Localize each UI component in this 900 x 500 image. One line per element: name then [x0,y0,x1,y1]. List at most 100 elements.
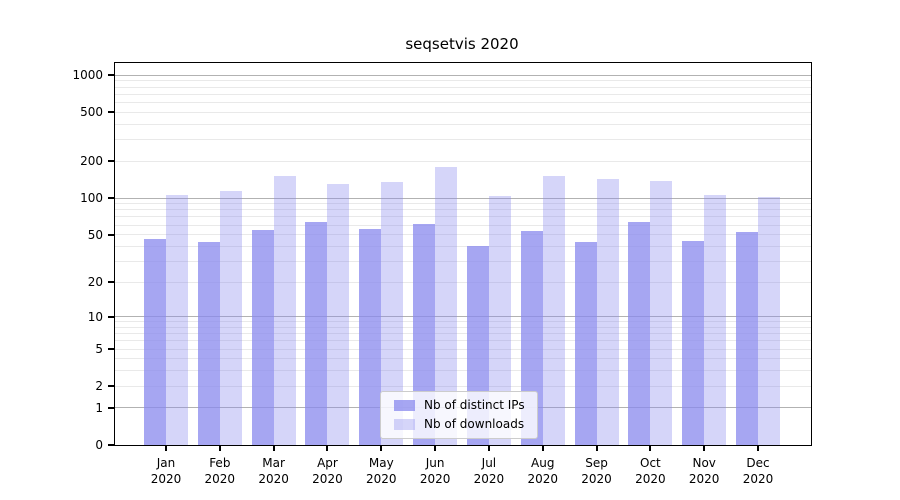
x-tick-label-aug-2020: Aug 2020 [527,456,558,486]
x-tick-label-oct-2020: Oct 2020 [635,456,666,486]
gridline-minor-80 [115,209,811,211]
x-tick-label-sep-2020: Sep 2020 [581,456,612,486]
x-tick-label-feb-2020: Feb 2020 [204,456,236,486]
gridline-minor-3 [115,370,811,372]
bar-distinct-ips-jun-2020 [413,224,436,445]
x-tick-mark-aug [541,445,544,451]
x-tick-mark-nov [703,445,706,451]
bar-distinct-ips-jan-2020 [144,238,166,445]
gridline-minor-400 [115,123,811,125]
x-tick-mark-feb [218,445,221,451]
x-tick-label-apr-2020: Apr 2020 [312,456,343,486]
y-tick-mark-1 [108,406,115,409]
y-tick-mark-10 [108,315,115,318]
bar-distinct-ips-nov-2020 [682,241,705,445]
x-tick-label-dec-2020: Dec 2020 [742,456,774,486]
y-tick-label-20: 20 [87,275,103,290]
gridline-minor-700 [115,93,811,95]
x-tick-label-jun-2020: Jun 2020 [419,456,451,486]
bar-distinct-ips-apr-2020 [305,222,328,445]
bar-distinct-ips-oct-2020 [628,221,651,445]
y-tick-label-1000: 1000 [72,68,103,83]
legend-label-downloads: Nb of downloads [424,417,525,431]
chart-title: seqsetvis 2020 [405,35,519,53]
gridline-major-1000 [115,74,811,76]
y-tick-label-10: 10 [87,309,103,324]
gridline-minor-50 [115,234,811,236]
y-tick-mark-0 [108,444,115,446]
legend-item-distinct-ips: Nb of distinct IPs [394,398,525,413]
bar-downloads-dec-2020 [758,197,781,445]
gridline-minor-30 [115,260,811,262]
x-tick-mark-mar [272,445,275,451]
bar-downloads-aug-2020 [542,176,565,445]
bar-distinct-ips-may-2020 [359,228,382,445]
gridline-minor-200 [115,160,811,162]
x-tick-mark-jun [434,445,437,451]
bar-downloads-sep-2020 [596,179,619,445]
y-tick-mark-2 [108,385,115,388]
legend: Nb of distinct IPs Nb of downloads [380,391,538,439]
y-tick-label-50: 50 [87,227,103,242]
y-tick-mark-5 [108,348,115,351]
y-tick-label-200: 200 [80,154,103,169]
bar-distinct-ips-sep-2020 [574,242,597,445]
x-tick-mark-jul [487,445,490,451]
bar-downloads-apr-2020 [327,183,350,445]
legend-swatch-distinct-ips [394,400,415,411]
y-tick-label-5: 5 [95,342,103,357]
y-tick-label-2: 2 [95,379,103,394]
gridline-minor-70 [115,216,811,218]
y-tick-label-100: 100 [80,191,103,206]
bar-downloads-oct-2020 [650,180,673,445]
gridline-minor-500 [115,111,811,113]
bar-distinct-ips-feb-2020 [197,242,220,445]
legend-item-downloads: Nb of downloads [394,417,525,432]
y-tick-label-500: 500 [80,105,103,120]
gridline-minor-60 [115,224,811,226]
x-tick-mark-dec [757,445,760,451]
legend-label-distinct-ips: Nb of distinct IPs [424,398,525,412]
x-tick-label-may-2020: May 2020 [365,456,397,486]
gridline-minor-4 [115,358,811,360]
bar-downloads-jun-2020 [435,167,458,445]
gridline-minor-7 [115,333,811,335]
gridline-minor-8 [115,326,811,328]
x-tick-mark-apr [326,445,329,451]
gridline-minor-900 [115,80,811,82]
bar-downloads-jul-2020 [488,195,511,445]
y-tick-mark-500 [108,111,115,114]
y-tick-mark-100 [108,197,115,200]
bar-downloads-jan-2020 [166,194,188,445]
y-tick-mark-200 [108,160,115,163]
bar-downloads-may-2020 [381,181,404,445]
y-tick-mark-1000 [108,74,115,77]
x-tick-label-mar-2020: Mar 2020 [258,456,289,486]
bar-downloads-feb-2020 [219,190,242,445]
x-tick-mark-may [380,445,383,451]
y-tick-mark-20 [108,281,115,284]
gridline-minor-2 [115,385,811,387]
x-tick-label-nov-2020: Nov 2020 [688,456,720,486]
gridline-minor-300 [115,139,811,141]
bar-downloads-nov-2020 [704,195,727,445]
x-tick-label-jul-2020: Jul 2020 [473,456,505,486]
gridline-minor-6 [115,340,811,342]
gridline-minor-20 [115,281,811,283]
gridline-major-100 [115,197,811,199]
gridline-minor-600 [115,102,811,104]
legend-swatch-downloads [394,419,415,430]
gridline-major-10 [115,316,811,318]
gridline-minor-40 [115,245,811,247]
x-tick-mark-oct [649,445,652,451]
y-tick-mark-50 [108,233,115,236]
gridline-minor-5 [115,348,811,350]
x-tick-label-jan-2020: Jan 2020 [150,456,182,486]
y-tick-label-1: 1 [95,400,103,415]
plot-area: 0 1 2 5 10 20 50 100 200 500 1000 Jan 2020 Feb 2020 Ma… [72,62,812,486]
y-tick-label-0: 0 [95,438,103,452]
bar-distinct-ips-dec-2020 [736,231,759,445]
gridline-minor-800 [115,86,811,88]
bar-distinct-ips-mar-2020 [251,229,274,445]
